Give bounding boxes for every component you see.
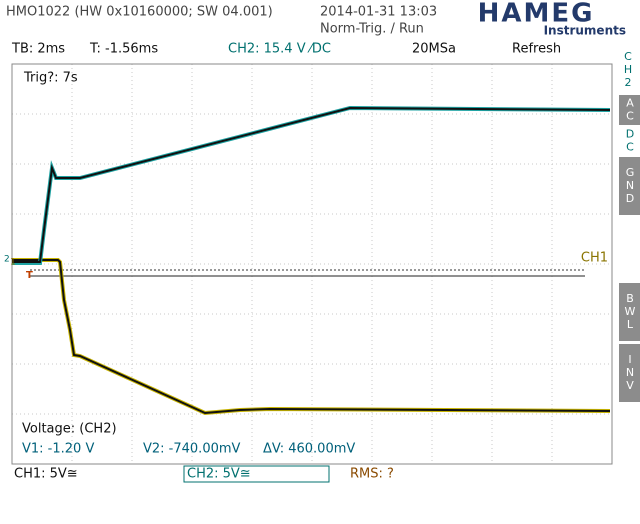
sample-rate: 20MSa <box>412 42 456 57</box>
ch1-trace <box>12 258 611 416</box>
logo-sub: Instruments <box>544 24 626 38</box>
measure-v1: V1: -1.20 V <box>22 442 94 457</box>
menu-button[interactable] <box>619 344 640 402</box>
ch1-marker: 1 <box>10 258 16 268</box>
trigger-marker: T <box>26 270 33 281</box>
ch2-scale[interactable]: CH2: 5V≅ <box>187 467 251 482</box>
ch2-marker: 2 <box>4 255 10 265</box>
ch1-scale: CH1: 5V≅ <box>14 467 78 482</box>
ch2-trace <box>12 106 611 263</box>
measure-v2: V2: -740.00mV <box>143 442 241 457</box>
ch1-label: CH1 <box>581 251 608 266</box>
timebase: TB: 2ms <box>11 42 65 57</box>
ch1-trace <box>12 259 611 415</box>
rms: RMS: ? <box>350 467 394 482</box>
acq-mode: Refresh <box>512 42 561 57</box>
ch2-scale-box[interactable] <box>183 465 330 483</box>
menu-button[interactable] <box>619 157 640 215</box>
device-info: HMO1022 (HW 0x10160000; SW 04.001) <box>6 5 273 20</box>
measure-title: Voltage: (CH2) <box>22 422 117 437</box>
graticule <box>12 64 612 464</box>
menu-button[interactable] <box>619 283 640 341</box>
measure-dv: ΔV: 460.00mV <box>263 442 355 457</box>
trigger-level: CH2: 15.4 V ⁄DC <box>228 42 331 57</box>
logo: HAMEG <box>478 0 595 29</box>
ch2-trace <box>12 105 611 265</box>
trigger-time: T: -1.56ms <box>89 42 158 57</box>
menu-button[interactable] <box>619 95 640 125</box>
datetime: 2014-01-31 13:03 <box>320 5 437 20</box>
menu-button[interactable] <box>619 128 640 154</box>
trigger-state: Norm-Trig. / Run <box>320 22 424 37</box>
trig-info: Trig?: 7s <box>23 71 78 86</box>
